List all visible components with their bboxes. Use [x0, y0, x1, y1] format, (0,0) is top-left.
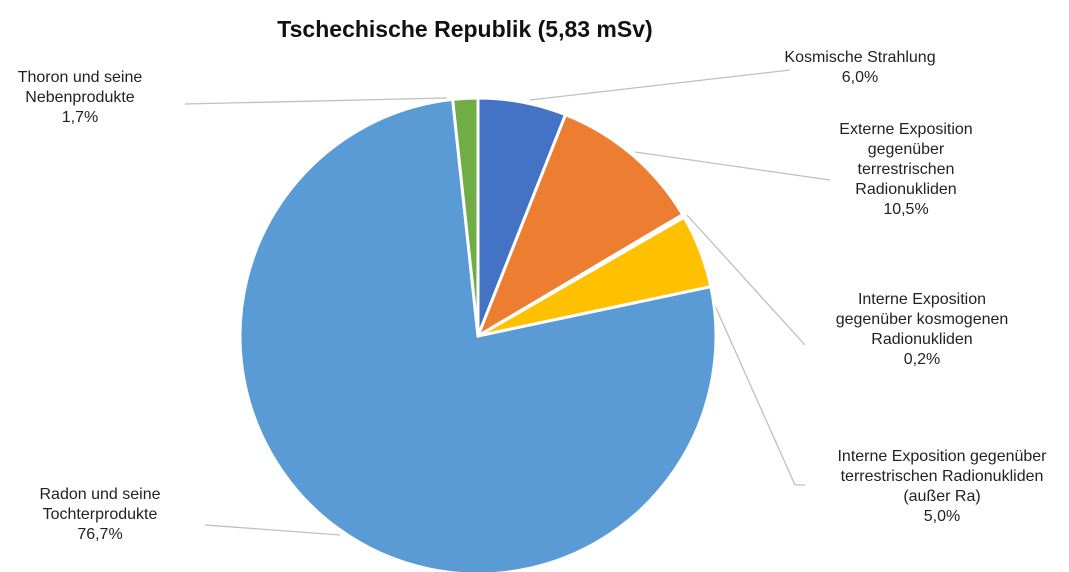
slice-value: 6,0% [841, 69, 879, 86]
slice-value: 1,7% [61, 109, 99, 126]
slice-label: Externe Exposition gegenüber terrestrisc… [831, 120, 981, 220]
slice-label: Kosmische Strahlung 6,0% [750, 48, 970, 88]
slice-name: Kosmische Strahlung [784, 49, 936, 66]
slice-value: 76,7% [77, 526, 123, 543]
slice-name: Interne Exposition gegenüber terrestrisc… [837, 448, 1047, 505]
slice-value: 5,0% [923, 508, 961, 525]
chart-title: Tschechische Republik (5,83 mSv) [277, 16, 653, 42]
slice-label: Interne Exposition gegenüber terrestrisc… [835, 447, 1050, 527]
slice-name: Thoron und seine Nebenprodukte [17, 69, 143, 106]
leader-line [204, 524, 341, 536]
pie-slice [474, 112, 685, 340]
slice-value: 0,2% [903, 351, 941, 368]
slice-name: Interne Exposition gegenüber kosmogenen … [835, 291, 1009, 348]
slice-value: 10,5% [883, 201, 929, 218]
leader-line [634, 151, 831, 181]
slice-label: Interne Exposition gegenüber kosmogenen … [822, 290, 1022, 370]
leader-line [707, 289, 805, 486]
leader-line [686, 214, 806, 346]
slice-name: Externe Exposition gegenüber terrestrisc… [839, 121, 973, 198]
pie-slice [238, 97, 718, 572]
slice-label: Radon und seine Tochterprodukte 76,7% [10, 485, 190, 545]
leader-line [184, 97, 448, 105]
slice-label: Thoron und seine Nebenprodukte 1,7% [0, 68, 168, 128]
leader-line [529, 69, 791, 101]
pie-slice [451, 96, 480, 337]
leader-lines [184, 69, 831, 536]
slice-name: Radon und seine Tochterprodukte [39, 486, 161, 523]
